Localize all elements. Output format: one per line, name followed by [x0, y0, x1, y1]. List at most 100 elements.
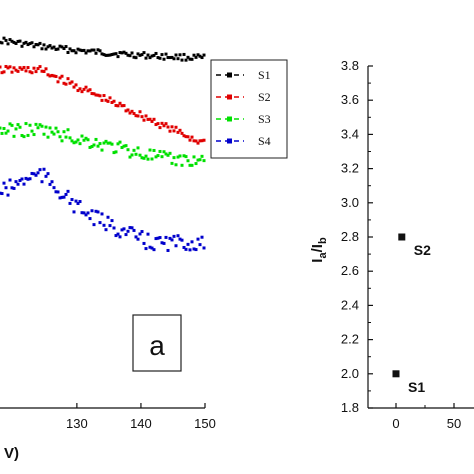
y-tick-label: 2.6: [341, 263, 359, 278]
series-point: [54, 47, 58, 51]
series-point: [104, 139, 108, 143]
series-point: [134, 114, 138, 118]
series-point: [166, 125, 170, 129]
series-point: [88, 217, 92, 221]
y-tick-label: 2.2: [341, 332, 359, 347]
series-point: [78, 87, 82, 91]
series-point: [38, 41, 42, 45]
series-point: [176, 130, 180, 134]
series-point: [10, 70, 14, 74]
x-tick-label: 140: [130, 416, 152, 431]
series-point: [4, 186, 8, 190]
series-point: [152, 53, 156, 57]
series-point: [26, 133, 30, 137]
series-point: [188, 248, 192, 252]
series-point: [140, 53, 144, 57]
series-point: [106, 141, 110, 145]
series-point: [190, 135, 194, 139]
series-point: [98, 142, 102, 146]
series-point: [104, 53, 108, 57]
series-point: [46, 45, 50, 49]
series-point: [174, 163, 178, 167]
series-point: [192, 155, 196, 159]
series-point: [12, 134, 16, 138]
series-point: [26, 177, 30, 181]
series-point: [62, 195, 66, 199]
data-points: S1 S2: [392, 233, 431, 395]
series-point: [74, 83, 78, 87]
ratio-panel: 1.8 2.0 2.2 2.4 2.6 2.8 3.0 3.2 3.4 3.6 3.8 0 50 S1…: [309, 58, 474, 431]
series-point: [20, 67, 24, 71]
series-point: [66, 128, 70, 132]
series-point: [186, 159, 190, 163]
series-point: [128, 155, 132, 159]
series-point: [58, 76, 62, 80]
series-point: [188, 57, 192, 61]
series-point: [148, 117, 152, 121]
series-point: [66, 189, 70, 193]
series-point: [140, 156, 144, 160]
series-point: [18, 39, 22, 43]
series-point: [36, 43, 40, 47]
series-point: [0, 65, 2, 69]
series-point: [182, 245, 186, 249]
series-point: [24, 69, 28, 73]
series-point: [98, 221, 102, 225]
series-point: [122, 50, 126, 54]
series-point: [124, 109, 128, 113]
series-point: [42, 69, 46, 73]
series-point: [64, 45, 68, 49]
series-point: [194, 248, 198, 252]
series-point: [70, 198, 74, 202]
series-point: [66, 51, 70, 55]
series-point: [74, 199, 78, 203]
series-point: [198, 139, 202, 143]
series-point: [42, 167, 46, 171]
series-point: [0, 71, 4, 75]
series-point: [18, 66, 22, 70]
series-point: [80, 134, 84, 138]
series-point: [0, 131, 4, 135]
series-point: [106, 215, 110, 219]
series-point: [102, 223, 106, 227]
series-point: [46, 73, 50, 77]
series-point: [162, 124, 166, 128]
series-point: [138, 110, 142, 114]
series-point: [0, 41, 4, 45]
series-point: [86, 211, 90, 215]
series-point: [32, 66, 36, 70]
series-point: [12, 40, 16, 44]
series-point: [106, 53, 110, 57]
series-point: [96, 210, 100, 214]
legend-item-S1: S1: [216, 68, 271, 82]
series-point: [186, 135, 190, 139]
series-point: [132, 228, 136, 232]
data-point-S2: [398, 233, 406, 241]
series-point: [134, 56, 138, 60]
series-point: [160, 121, 164, 125]
series-point: [112, 226, 116, 230]
series-point: [56, 190, 60, 194]
series-point: [156, 236, 160, 240]
series-point: [102, 94, 106, 98]
series-point: [178, 237, 182, 241]
series-point: [68, 136, 72, 140]
series-point: [52, 132, 56, 136]
series-point: [32, 172, 36, 176]
series-point: [126, 108, 130, 112]
series-point: [180, 58, 184, 62]
series-point: [50, 46, 54, 50]
series-point: [152, 148, 156, 152]
series-point: [196, 141, 200, 145]
series-point: [14, 127, 18, 131]
legend-label: S3: [258, 112, 271, 126]
series-point: [134, 235, 138, 239]
series-point: [136, 237, 140, 241]
y-axis-label: Ia/Ib: [309, 237, 329, 263]
series-point: [158, 126, 162, 130]
series-points: [0, 36, 206, 252]
legend-item-S2: S2: [216, 90, 271, 104]
series-point: [0, 126, 2, 130]
y-tick-label: 3.4: [341, 126, 359, 141]
